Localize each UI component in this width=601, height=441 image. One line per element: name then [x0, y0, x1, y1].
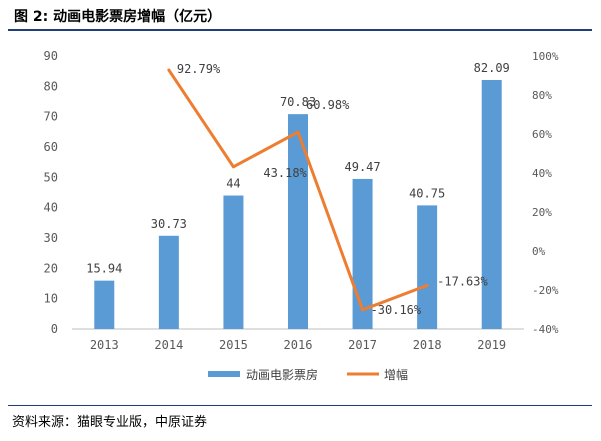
x-tick-label: 2016 — [284, 338, 313, 352]
growth-point — [361, 308, 365, 312]
y-right-tick-label: -40% — [532, 323, 559, 336]
source-note: 资料来源：猫眼专业版，中原证券 — [12, 415, 208, 430]
line-series — [167, 68, 429, 312]
chart-axes: 0 10 20 30 40 50 60 70 80 90 -40% -20% 0% 20% 40% 60% 80… — [44, 49, 559, 352]
growth-point — [296, 130, 300, 134]
title-rule — [8, 29, 592, 31]
bar-data-label: 15.94 — [86, 262, 122, 276]
line-data-label: 43.18% — [263, 166, 307, 180]
growth-point — [167, 68, 171, 72]
bar — [94, 280, 115, 329]
bar-series — [94, 79, 502, 329]
bar — [158, 235, 179, 329]
x-tick-label: 2015 — [219, 338, 248, 352]
line-data-label: 92.79% — [177, 62, 221, 76]
y-left-tick-label: 50 — [44, 170, 58, 184]
x-tick-label: 2017 — [348, 338, 377, 352]
legend-label-line: 增幅 — [384, 367, 408, 382]
y-right-tick-label: 20% — [532, 206, 552, 219]
bar-data-label: 30.73 — [151, 217, 187, 231]
bar — [481, 79, 502, 329]
y-left-tick-label: 80 — [44, 79, 58, 93]
x-tick-label: 2019 — [477, 338, 506, 352]
line-data-label: -17.63% — [437, 274, 488, 288]
growth-point — [231, 165, 235, 169]
y-left-tick-label: 0 — [51, 322, 58, 336]
y-left-tick-label: 60 — [44, 140, 58, 154]
data-labels: 15.94 30.73 44 70.83 49.47 40.75 82.09 92.79% 43… — [86, 61, 510, 317]
y-left-tick-label: 40 — [44, 201, 58, 215]
bar-data-label: 40.75 — [409, 186, 445, 200]
legend: 动画电影票房 增幅 — [208, 367, 408, 382]
figure-title: 图 2: 动画电影票房增幅（亿元） — [14, 9, 222, 25]
y-left-tick-label: 30 — [44, 231, 58, 245]
x-tick-label: 2013 — [90, 338, 119, 352]
line-data-label: 60.98% — [306, 98, 350, 112]
legend-swatch-bar — [208, 371, 240, 377]
bar-data-label: 70.83 — [280, 95, 316, 109]
growth-point — [425, 283, 429, 287]
y-right-tick-label: 60% — [532, 128, 552, 141]
legend-label-bar: 动画电影票房 — [246, 367, 318, 382]
bar — [352, 178, 373, 329]
source-rule — [8, 405, 592, 406]
y-right-tick-label: 80% — [532, 89, 552, 102]
x-tick-label: 2014 — [154, 338, 183, 352]
y-right-tick-label: 100% — [532, 50, 559, 63]
bar-data-label: 44 — [226, 177, 240, 191]
y-left-tick-label: 20 — [44, 261, 58, 275]
bar — [417, 205, 438, 329]
bar — [223, 195, 244, 329]
y-right-tick-label: 40% — [532, 167, 552, 180]
y-left-tick-label: 70 — [44, 110, 58, 124]
bar-data-label: 82.09 — [474, 61, 510, 75]
bar — [288, 114, 308, 329]
x-tick-label: 2018 — [413, 338, 442, 352]
y-left-tick-label: 10 — [44, 292, 58, 306]
bar-data-label: 49.47 — [345, 160, 381, 174]
line-data-label: -30.16% — [371, 303, 422, 317]
y-right-tick-label: -20% — [532, 284, 559, 297]
y-left-tick-label: 90 — [44, 49, 58, 63]
y-right-tick-label: 0% — [532, 245, 546, 258]
